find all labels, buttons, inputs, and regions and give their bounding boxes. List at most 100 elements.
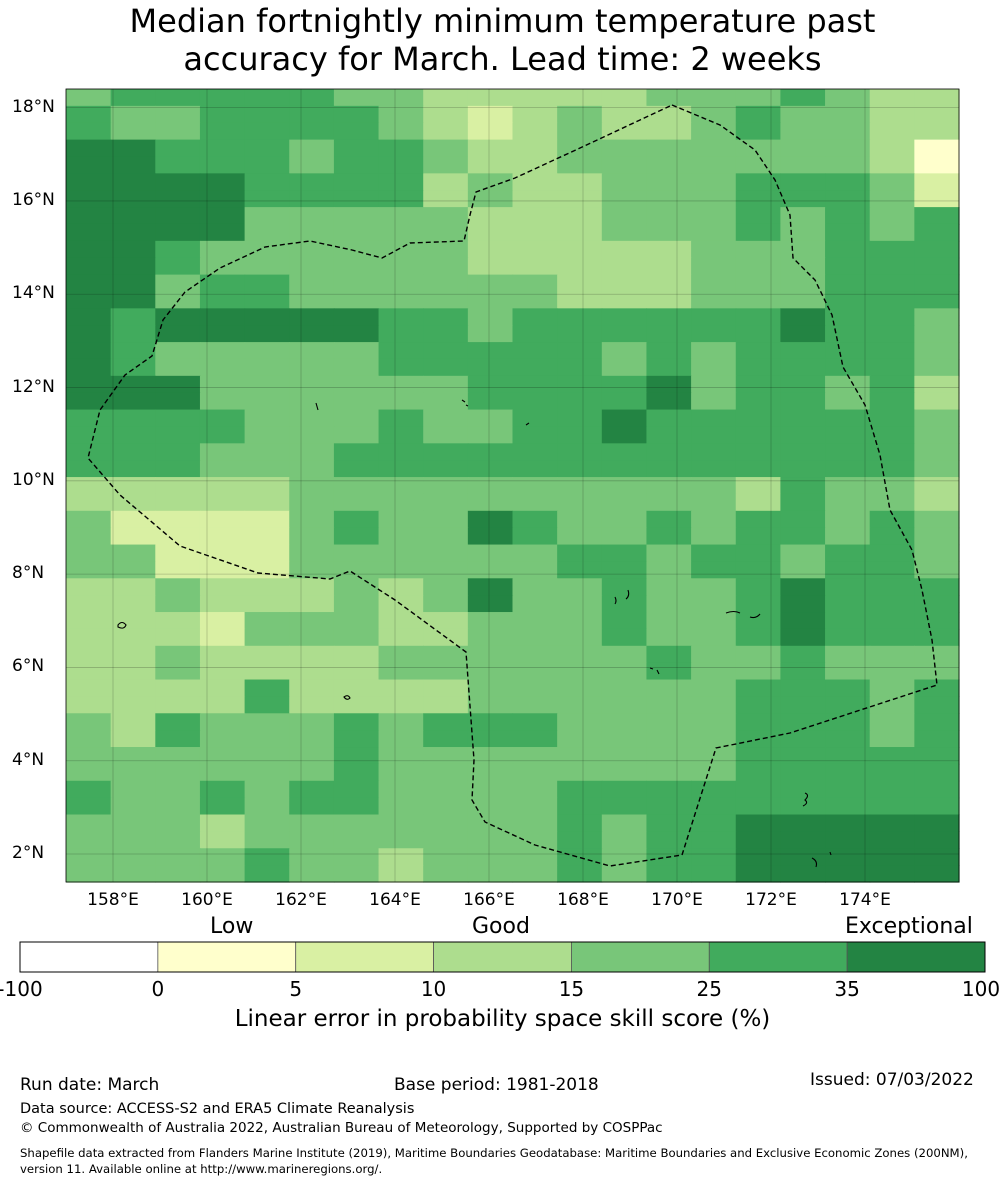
grid-cell	[110, 730, 156, 748]
grid-cell	[512, 493, 558, 512]
grid-cell	[244, 780, 290, 799]
grid-cell	[110, 831, 156, 849]
grid-cell	[467, 814, 514, 832]
grid-cell	[155, 274, 201, 293]
grid-cell	[691, 325, 737, 343]
grid-cell	[155, 308, 201, 326]
grid-cell	[914, 730, 960, 748]
grid-cell	[378, 763, 424, 782]
latitude-label: 6°N	[12, 656, 45, 677]
grid-cell	[66, 173, 112, 191]
grid-cell	[557, 190, 603, 208]
grid-cell	[199, 392, 246, 411]
grid-cell	[289, 477, 335, 495]
grid-cell	[66, 493, 112, 512]
grid-cell	[467, 139, 514, 158]
grid-cell	[289, 763, 335, 782]
grid-cell	[512, 527, 558, 546]
grid-cell	[333, 342, 380, 360]
grid-cell	[914, 375, 960, 394]
grid-cell	[66, 865, 112, 883]
grid-cell	[512, 595, 558, 613]
grid-cell	[869, 342, 915, 360]
grid-cell	[110, 780, 156, 799]
grid-cell	[333, 612, 380, 630]
grid-cell	[512, 865, 558, 883]
grid-cell	[333, 308, 380, 326]
grid-cell	[780, 848, 826, 866]
title-line-1: Median fortnightly minimum temperature p…	[129, 2, 876, 40]
grid-cell	[646, 831, 692, 849]
grid-cell	[512, 612, 558, 630]
grid-cell	[780, 814, 826, 832]
longitude-label: 170°E	[651, 890, 703, 910]
grid-cell	[423, 848, 469, 866]
grid-cell	[333, 291, 380, 309]
grid-cell	[691, 797, 737, 816]
grid-cell	[467, 544, 514, 563]
grid-cell	[780, 409, 826, 428]
grid-cell	[735, 291, 781, 309]
grid-cell	[735, 477, 781, 495]
grid-cell	[467, 679, 514, 697]
grid-cell	[199, 409, 246, 428]
grid-cell	[244, 173, 290, 191]
grid-cell	[512, 730, 558, 748]
grid-cell	[423, 510, 469, 529]
grid-cell	[512, 460, 558, 478]
grid-cell	[423, 561, 469, 579]
grid-cell	[244, 814, 290, 832]
grid-cell	[199, 645, 246, 664]
grid-cell	[557, 223, 603, 242]
grid-cell	[289, 561, 335, 579]
grid-cell	[869, 645, 915, 664]
grid-cell	[735, 797, 781, 816]
grid-cell	[557, 443, 603, 461]
grid-cell	[869, 190, 915, 208]
grid-cell	[423, 460, 469, 478]
grid-cell	[646, 713, 692, 731]
grid-cell	[244, 190, 290, 208]
grid-cell	[601, 173, 648, 191]
grid-cell	[244, 122, 290, 141]
grid-cell	[244, 358, 290, 377]
grid-cell	[289, 308, 335, 326]
grid-cell	[735, 831, 781, 849]
grid-cell	[423, 257, 469, 276]
grid-cell	[155, 747, 201, 765]
grid-cell	[155, 426, 201, 444]
grid-cell	[155, 612, 201, 630]
grid-cell	[155, 730, 201, 748]
grid-cell	[825, 308, 871, 326]
grid-cell	[423, 325, 469, 343]
grid-cell	[244, 797, 290, 816]
grid-cell	[378, 223, 424, 242]
grid-cell	[914, 274, 960, 293]
grid-cell	[601, 139, 648, 158]
grid-cell	[423, 426, 469, 444]
colorbar-tick-label: 100	[961, 977, 1001, 1001]
grid-cell	[155, 223, 201, 242]
grid-cell	[512, 122, 558, 141]
grid-cell	[601, 325, 648, 343]
grid-cell	[289, 662, 335, 681]
grid-cell	[110, 578, 156, 596]
grid-cell	[423, 409, 469, 428]
grid-cell	[512, 814, 558, 832]
grid-cell	[199, 763, 246, 782]
grid-cell	[869, 477, 915, 495]
grid-cell	[244, 375, 290, 394]
grid-cell	[378, 308, 424, 326]
grid-cell	[66, 325, 112, 343]
grid-cell	[691, 409, 737, 428]
grid-cell	[423, 662, 469, 681]
grid-cell	[199, 628, 246, 647]
grid-cell	[646, 662, 692, 681]
grid-cell	[155, 156, 201, 174]
grid-cell	[244, 207, 290, 225]
grid-cell	[110, 190, 156, 208]
islands	[117, 399, 832, 868]
grid-cell	[557, 240, 603, 259]
island	[725, 610, 761, 619]
grid-cell	[512, 763, 558, 782]
